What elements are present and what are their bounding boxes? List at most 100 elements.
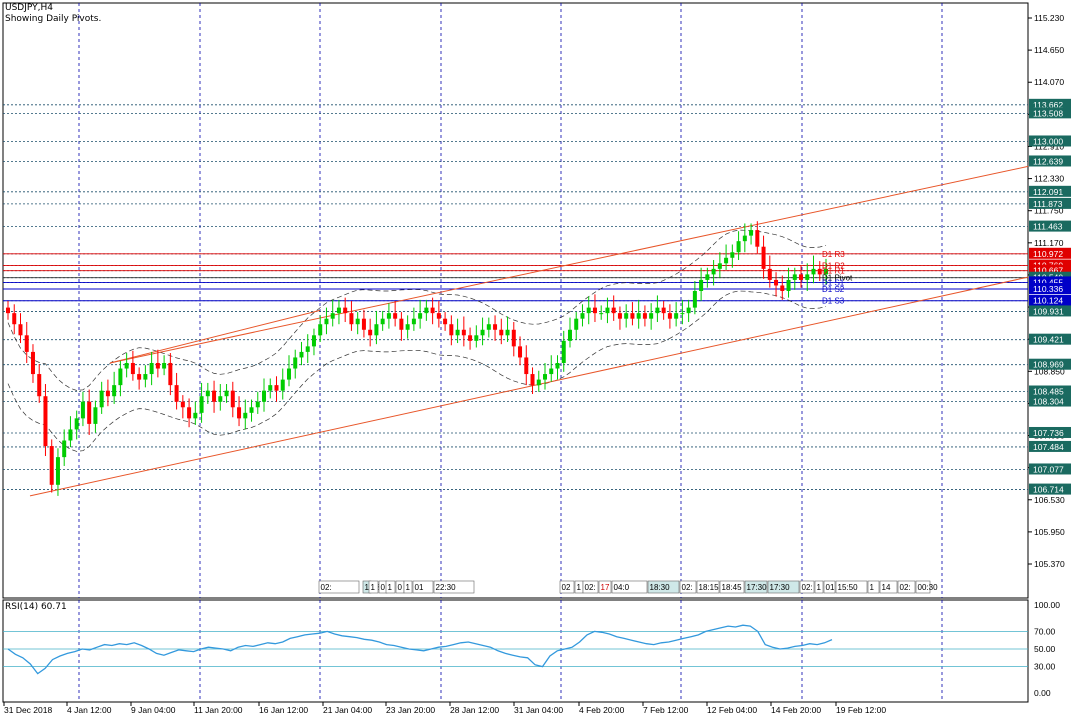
bear-candle (349, 313, 354, 325)
bear-candle (274, 385, 279, 391)
price-tag (1029, 98, 1071, 110)
price-tag (1029, 333, 1071, 345)
bull-candle (112, 385, 117, 397)
bull-candle (255, 401, 260, 408)
session-label: 15:50 (838, 583, 859, 592)
price-tick-label: 114.070 (1034, 77, 1064, 87)
bull-candle (311, 335, 316, 347)
session-box (897, 580, 916, 594)
price-tag-label: 108.304 (1033, 397, 1064, 407)
price-tag-label: 113.662 (1033, 100, 1063, 110)
price-tag (1029, 155, 1071, 167)
bull-candle (405, 324, 410, 330)
session-box (767, 580, 800, 594)
bull-candle (543, 374, 548, 380)
session-label: 1 (388, 583, 393, 592)
bear-candle (461, 329, 466, 336)
session-label: 18:30 (650, 583, 671, 592)
bear-candle (24, 335, 29, 352)
time-label: 19 Feb 12:00 (836, 705, 886, 715)
bear-candle (524, 357, 529, 375)
bear-candle (761, 246, 766, 269)
bull-candle (424, 307, 429, 314)
bear-candle (780, 285, 785, 291)
session-box (879, 580, 898, 594)
price-tag-label: 106.714 (1033, 485, 1064, 495)
bull-candle (149, 362, 154, 375)
price-tag (1029, 197, 1071, 209)
rsi-scale-label: 70.00 (1034, 626, 1056, 636)
rsi-scale-label: 50.00 (1034, 644, 1056, 654)
price-tag (1029, 247, 1071, 259)
time-label: 28 Jan 12:00 (450, 705, 499, 715)
session-box (835, 580, 868, 594)
bull-candle (730, 252, 735, 258)
rsi-scale-label: 30.00 (1034, 662, 1056, 672)
price-tag (1029, 135, 1071, 147)
bull-candle (580, 313, 585, 319)
bull-candle (99, 390, 104, 408)
bull-candle (118, 368, 123, 386)
session-box (385, 580, 396, 594)
session-label: 0 (398, 583, 403, 592)
bull-candle (786, 279, 791, 291)
bear-candle (155, 362, 160, 369)
bear-candle (642, 313, 647, 319)
session-label: 1 (870, 583, 875, 592)
bull-candle (605, 307, 610, 314)
bear-candle (230, 390, 235, 408)
price-tag-label: 110.124 (1033, 296, 1063, 306)
pivot-label: D1 R3 (822, 250, 845, 259)
bull-candle (299, 351, 304, 358)
bull-candle (74, 418, 79, 430)
bull-candle (805, 274, 810, 280)
price-tag (1029, 483, 1071, 495)
bull-candle (262, 390, 267, 402)
bear-candle (212, 390, 217, 402)
bear-candle (468, 335, 473, 341)
bear-candle (37, 374, 42, 397)
bull-candle (561, 340, 566, 363)
price-tag-label: 112.639 (1033, 156, 1063, 166)
session-label: 1 (577, 583, 582, 592)
bull-candle (549, 368, 554, 375)
bear-candle (493, 324, 498, 330)
bear-candle (430, 307, 435, 314)
bear-candle (12, 313, 17, 325)
price-tag (1029, 220, 1071, 232)
bear-candle (130, 362, 135, 375)
bull-candle (80, 401, 85, 419)
bear-candle (399, 318, 404, 330)
price-tag (1029, 463, 1071, 475)
session-label: 04:0 (614, 583, 630, 592)
bull-candle (505, 329, 510, 336)
bear-candle (443, 318, 448, 325)
bull-candle (162, 362, 167, 369)
bear-candle (393, 313, 398, 319)
bear-candle (368, 329, 373, 336)
price-tag-label: 112.091 (1033, 187, 1063, 197)
channel-lower-line (29, 276, 1029, 497)
price-tag (1029, 440, 1071, 452)
bear-candle (592, 307, 597, 314)
bull-candle (62, 440, 67, 458)
price-tag-label: 107.736 (1033, 428, 1064, 438)
bull-candle (355, 318, 360, 325)
price-tag (1029, 294, 1071, 306)
pivot-label: D1 S3 (822, 297, 845, 306)
bull-candle (324, 318, 329, 325)
price-tag-label: 108.969 (1033, 360, 1064, 370)
bear-candle (187, 407, 192, 419)
price-tag (1029, 107, 1071, 119)
session-box (719, 580, 745, 594)
channel-upper-line (109, 165, 1029, 364)
price-tick-label: 106.530 (1034, 495, 1065, 505)
bear-candle (180, 401, 185, 408)
time-label: 9 Jan 04:00 (131, 705, 176, 715)
session-box (598, 580, 612, 594)
bear-candle (499, 329, 504, 336)
pivot-label: D1 Pivot (822, 274, 853, 283)
price-tag (1029, 264, 1071, 276)
bull-candle (193, 412, 198, 419)
